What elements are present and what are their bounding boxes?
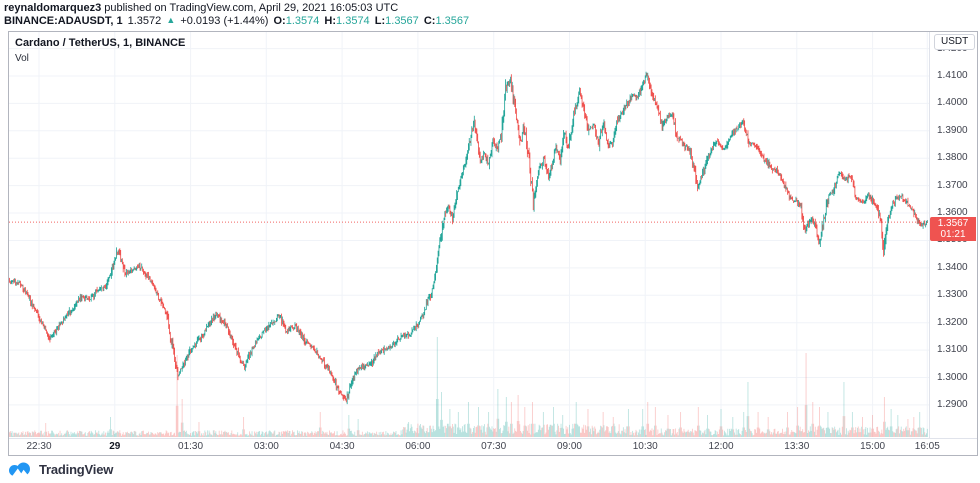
up-arrow-icon: ▲ — [166, 15, 176, 25]
last-price-text: 1.3572 — [127, 15, 162, 27]
price-axis[interactable]: 1.2900 1.3000 1.3100 1.3200 1.3300 1.3400 1.35… — [929, 32, 977, 438]
price-tick-label: 1.3900 — [937, 124, 968, 136]
time-tick-label: 13:30 — [784, 441, 810, 452]
price-tick-label: 1.3700 — [937, 179, 968, 191]
close-value: 1.3567 — [435, 15, 470, 27]
time-tick-label: 01:30 — [178, 441, 204, 452]
currency-button[interactable]: USDT — [934, 34, 976, 50]
last-price-badge: 1.3567 01:21 — [930, 217, 976, 241]
chart-panel: Cardano / TetherUS, 1, BINANCE Vol 1.290… — [8, 31, 978, 456]
last-price-badge-value: 1.3567 — [937, 218, 969, 229]
time-axis[interactable]: 22:30 29 01:30 03:00 04:30 06:00 07:30 09:00 10:… — [9, 438, 977, 455]
price-tick-label: 1.3400 — [937, 261, 968, 273]
time-tick-label: 04:30 — [329, 441, 355, 452]
price-tick-label: 1.3600 — [937, 207, 968, 219]
high-value: 1.3574 — [336, 15, 370, 27]
price-tick-label: 1.3200 — [937, 316, 968, 328]
tradingview-cloud-icon — [9, 462, 30, 477]
change-text: +0.0193 (+1.44%) — [180, 15, 269, 27]
high-label: H: — [324, 15, 337, 27]
time-tick-label: 12:00 — [708, 441, 734, 452]
time-tick-label: 06:00 — [405, 441, 431, 452]
price-tick-label: 1.4100 — [937, 70, 968, 81]
brand-text: TradingView — [39, 461, 114, 477]
time-tick-label: 03:00 — [253, 441, 279, 452]
close-label: C: — [423, 15, 436, 27]
price-tick-label: 1.3800 — [937, 152, 968, 164]
username: reynaldomarquez3 — [4, 2, 102, 14]
price-tick-label: 1.2900 — [937, 398, 968, 410]
time-tick-label: 16:05 — [914, 441, 940, 452]
low-label: L: — [374, 15, 386, 27]
low-value: 1.3567 — [385, 15, 419, 27]
price-tick-label: 1.4000 — [937, 97, 968, 109]
price-tick-label: 1.3100 — [937, 344, 968, 356]
time-tick-label: 15:00 — [860, 441, 886, 452]
symbol-text: BINANCE:ADAUSDT, 1 — [4, 15, 123, 27]
open-label: O: — [273, 15, 286, 27]
time-tick-label: 22:30 — [26, 441, 52, 452]
time-tick-label: 09:00 — [556, 441, 582, 452]
price-tick-label: 1.3000 — [937, 371, 968, 383]
published-line: reynaldomarquez3 published on TradingVie… — [4, 2, 398, 15]
tradingview-logo[interactable]: TradingView — [8, 459, 113, 479]
quote-line: BINANCE:ADAUSDT, 1 1.3572 ▲ +0.0193 (+1.… — [4, 15, 471, 28]
chart-canvas[interactable] — [9, 32, 929, 438]
time-tick-label: 10:30 — [632, 441, 658, 452]
bar-countdown: 01:21 — [940, 229, 966, 240]
price-tick-label: 1.3300 — [937, 289, 968, 301]
time-tick-label: 07:30 — [481, 441, 507, 452]
open-value: 1.3574 — [285, 15, 320, 27]
time-tick-label: 29 — [109, 441, 121, 452]
published-text: published on TradingView.com, April 29, … — [101, 2, 399, 14]
